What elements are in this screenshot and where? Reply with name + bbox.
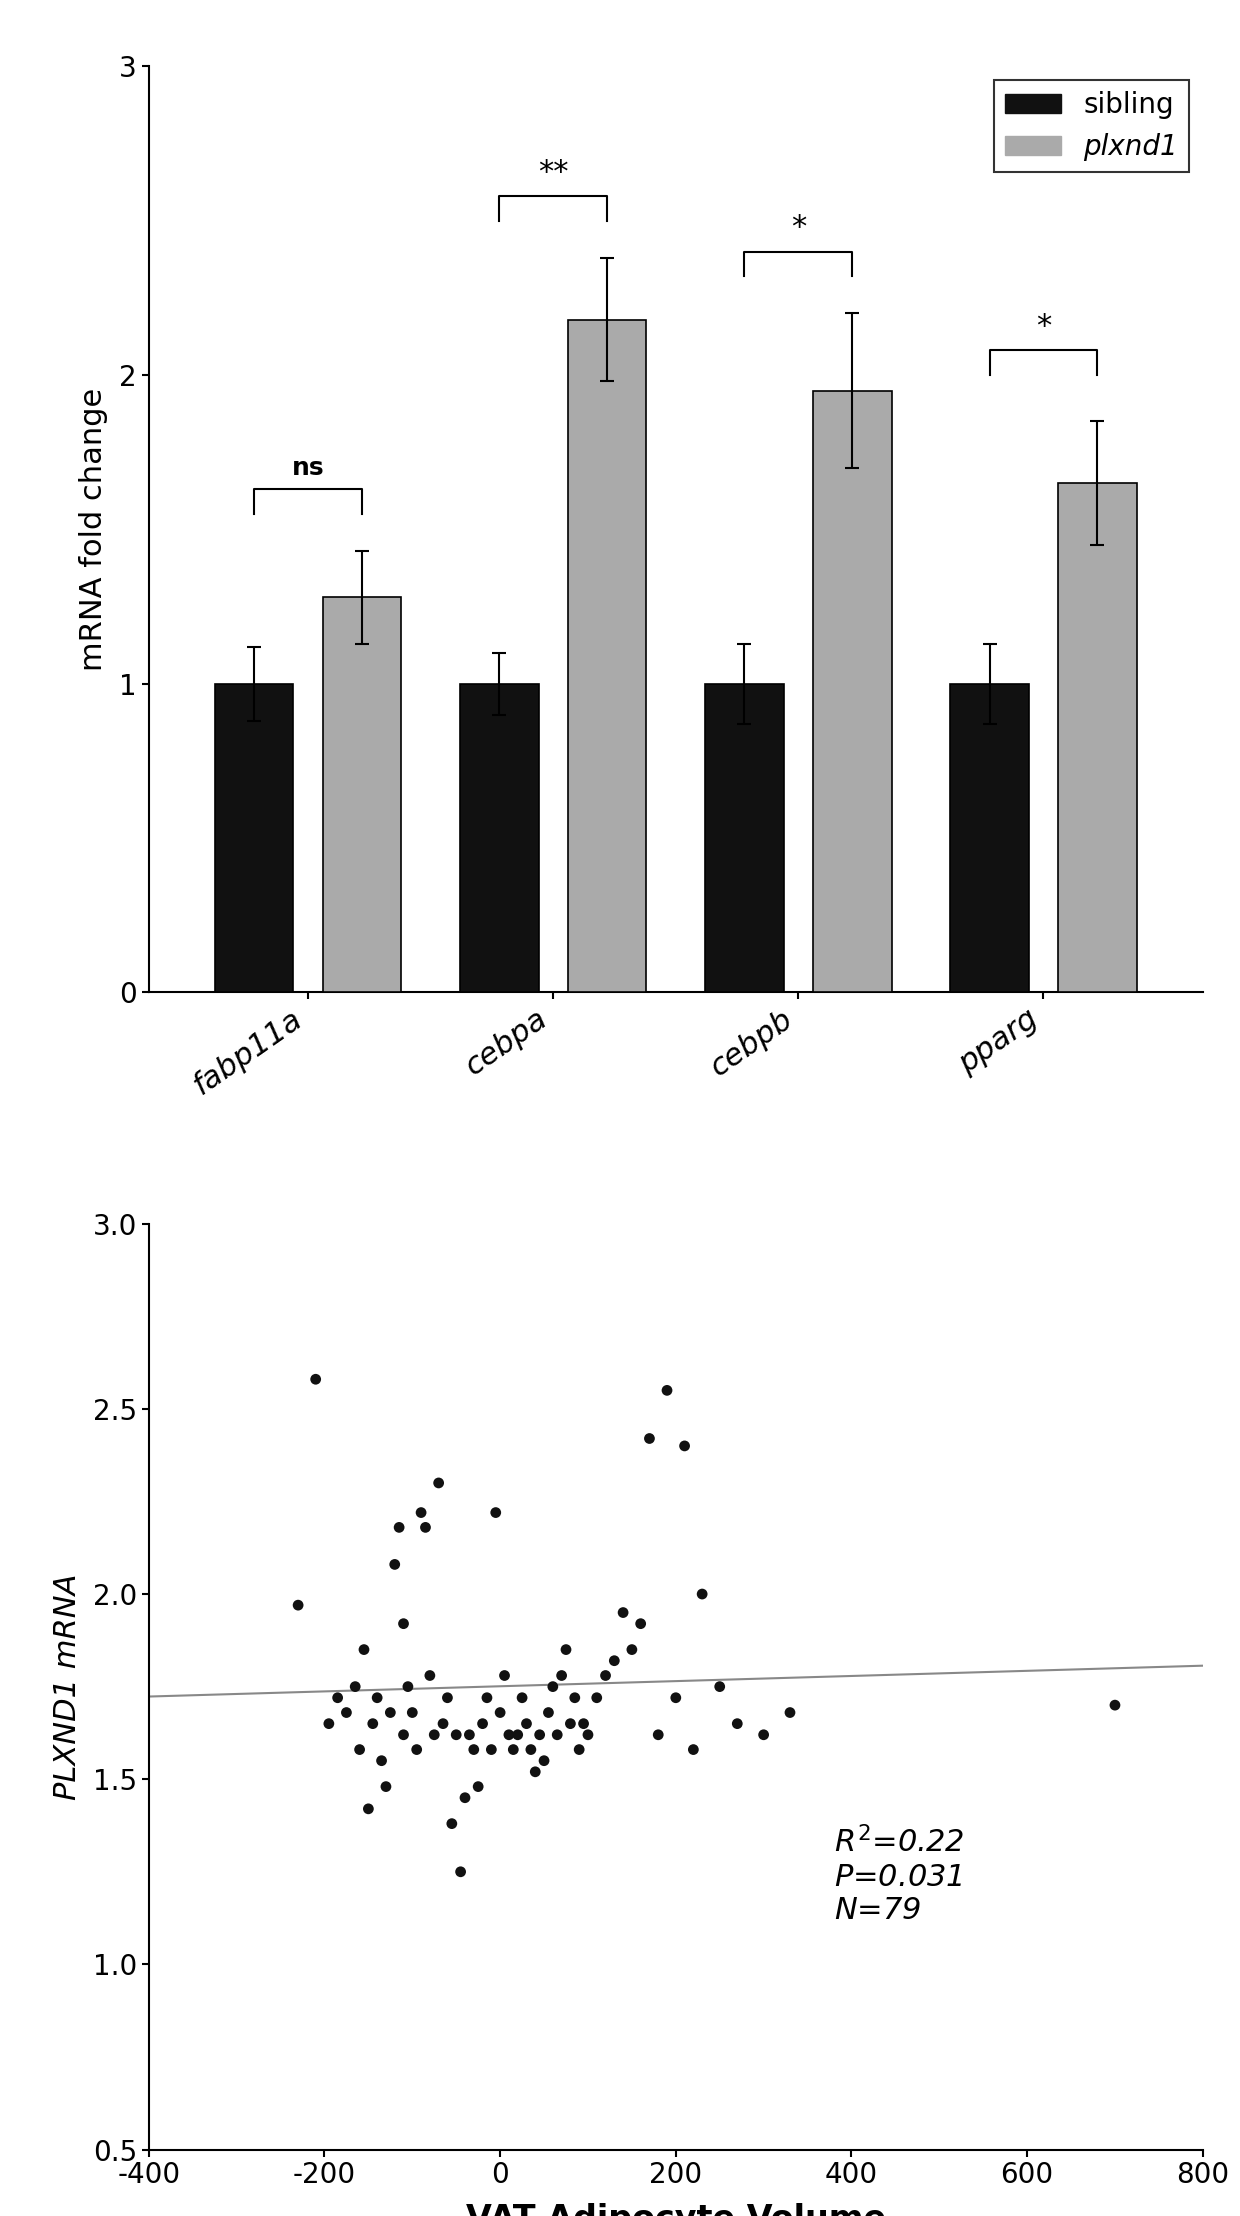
- Point: [556, 1631, 575, 1666]
- Point: [538, 1695, 558, 1731]
- Point: [728, 1706, 748, 1742]
- Point: [780, 1695, 800, 1731]
- Point: [306, 1361, 326, 1396]
- Point: [547, 1717, 567, 1753]
- Point: [595, 1658, 615, 1693]
- Bar: [460, 685, 538, 993]
- Point: [415, 1509, 435, 1545]
- Point: [327, 1680, 347, 1715]
- Point: [709, 1669, 729, 1704]
- X-axis label: VAT Adipocyte Volume
(picoliters): VAT Adipocyte Volume (picoliters): [466, 2203, 885, 2216]
- Point: [574, 1706, 594, 1742]
- Text: FIG. 1E: FIG. 1E: [604, 1270, 748, 1303]
- Point: [429, 1465, 449, 1500]
- Bar: [813, 390, 892, 993]
- Point: [565, 1680, 585, 1715]
- Text: *: *: [791, 213, 806, 242]
- Point: [469, 1768, 489, 1804]
- Point: [393, 1717, 413, 1753]
- Point: [424, 1717, 444, 1753]
- Point: [477, 1680, 497, 1715]
- Bar: [215, 685, 294, 993]
- Point: [622, 1631, 642, 1666]
- Point: [486, 1496, 506, 1531]
- Point: [381, 1695, 401, 1731]
- Point: [754, 1717, 774, 1753]
- Point: [649, 1717, 668, 1753]
- Text: ns: ns: [291, 456, 325, 481]
- Point: [692, 1576, 712, 1611]
- Point: [498, 1717, 518, 1753]
- Point: [345, 1669, 365, 1704]
- Point: [666, 1680, 686, 1715]
- Point: [614, 1596, 634, 1631]
- Bar: [706, 685, 784, 993]
- Point: [460, 1717, 480, 1753]
- Point: [433, 1706, 453, 1742]
- Point: [517, 1706, 537, 1742]
- Point: [384, 1547, 404, 1582]
- Point: [393, 1607, 413, 1642]
- Point: [441, 1806, 461, 1841]
- Point: [508, 1717, 528, 1753]
- Legend: sibling, plxnd1: sibling, plxnd1: [994, 80, 1189, 173]
- Bar: [568, 319, 646, 993]
- Point: [631, 1607, 651, 1642]
- Point: [464, 1733, 484, 1768]
- Point: [587, 1680, 606, 1715]
- Text: *: *: [1035, 312, 1052, 341]
- Bar: [322, 598, 402, 993]
- Point: [319, 1706, 339, 1742]
- Point: [407, 1733, 427, 1768]
- Point: [503, 1733, 523, 1768]
- Point: [455, 1779, 475, 1815]
- Point: [640, 1420, 660, 1456]
- Point: [358, 1791, 378, 1826]
- Y-axis label: mRNA fold change: mRNA fold change: [79, 388, 108, 671]
- Point: [412, 1496, 432, 1531]
- Point: [402, 1695, 422, 1731]
- Bar: [1058, 483, 1137, 993]
- Point: [657, 1372, 677, 1407]
- Y-axis label: PLXND1 mRNA: PLXND1 mRNA: [52, 1573, 82, 1799]
- Point: [529, 1717, 549, 1753]
- Point: [420, 1658, 440, 1693]
- Point: [1105, 1686, 1125, 1722]
- Bar: [950, 685, 1029, 993]
- Point: [552, 1658, 572, 1693]
- Point: [398, 1669, 418, 1704]
- Point: [526, 1755, 546, 1791]
- Point: [438, 1680, 458, 1715]
- Point: [288, 1587, 308, 1622]
- Point: [372, 1744, 392, 1779]
- Point: [446, 1717, 466, 1753]
- Point: [490, 1695, 510, 1731]
- Point: [543, 1669, 563, 1704]
- Point: [521, 1733, 541, 1768]
- Point: [604, 1642, 624, 1678]
- Point: [578, 1717, 598, 1753]
- Point: [683, 1733, 703, 1768]
- Point: [534, 1744, 554, 1779]
- Point: [350, 1733, 370, 1768]
- Point: [336, 1695, 356, 1731]
- Point: [512, 1680, 532, 1715]
- Point: [355, 1631, 374, 1666]
- Point: [389, 1509, 409, 1545]
- Point: [675, 1427, 694, 1463]
- Point: [450, 1855, 470, 1890]
- Point: [569, 1733, 589, 1768]
- Point: [481, 1733, 501, 1768]
- Text: $R^2$=0.22
$P$=0.031
$N$=79: $R^2$=0.22 $P$=0.031 $N$=79: [833, 1826, 965, 1926]
- Text: **: **: [538, 157, 568, 186]
- Point: [495, 1658, 515, 1693]
- Point: [367, 1680, 387, 1715]
- Point: [376, 1768, 396, 1804]
- Point: [560, 1706, 580, 1742]
- Point: [472, 1706, 492, 1742]
- Point: [363, 1706, 383, 1742]
